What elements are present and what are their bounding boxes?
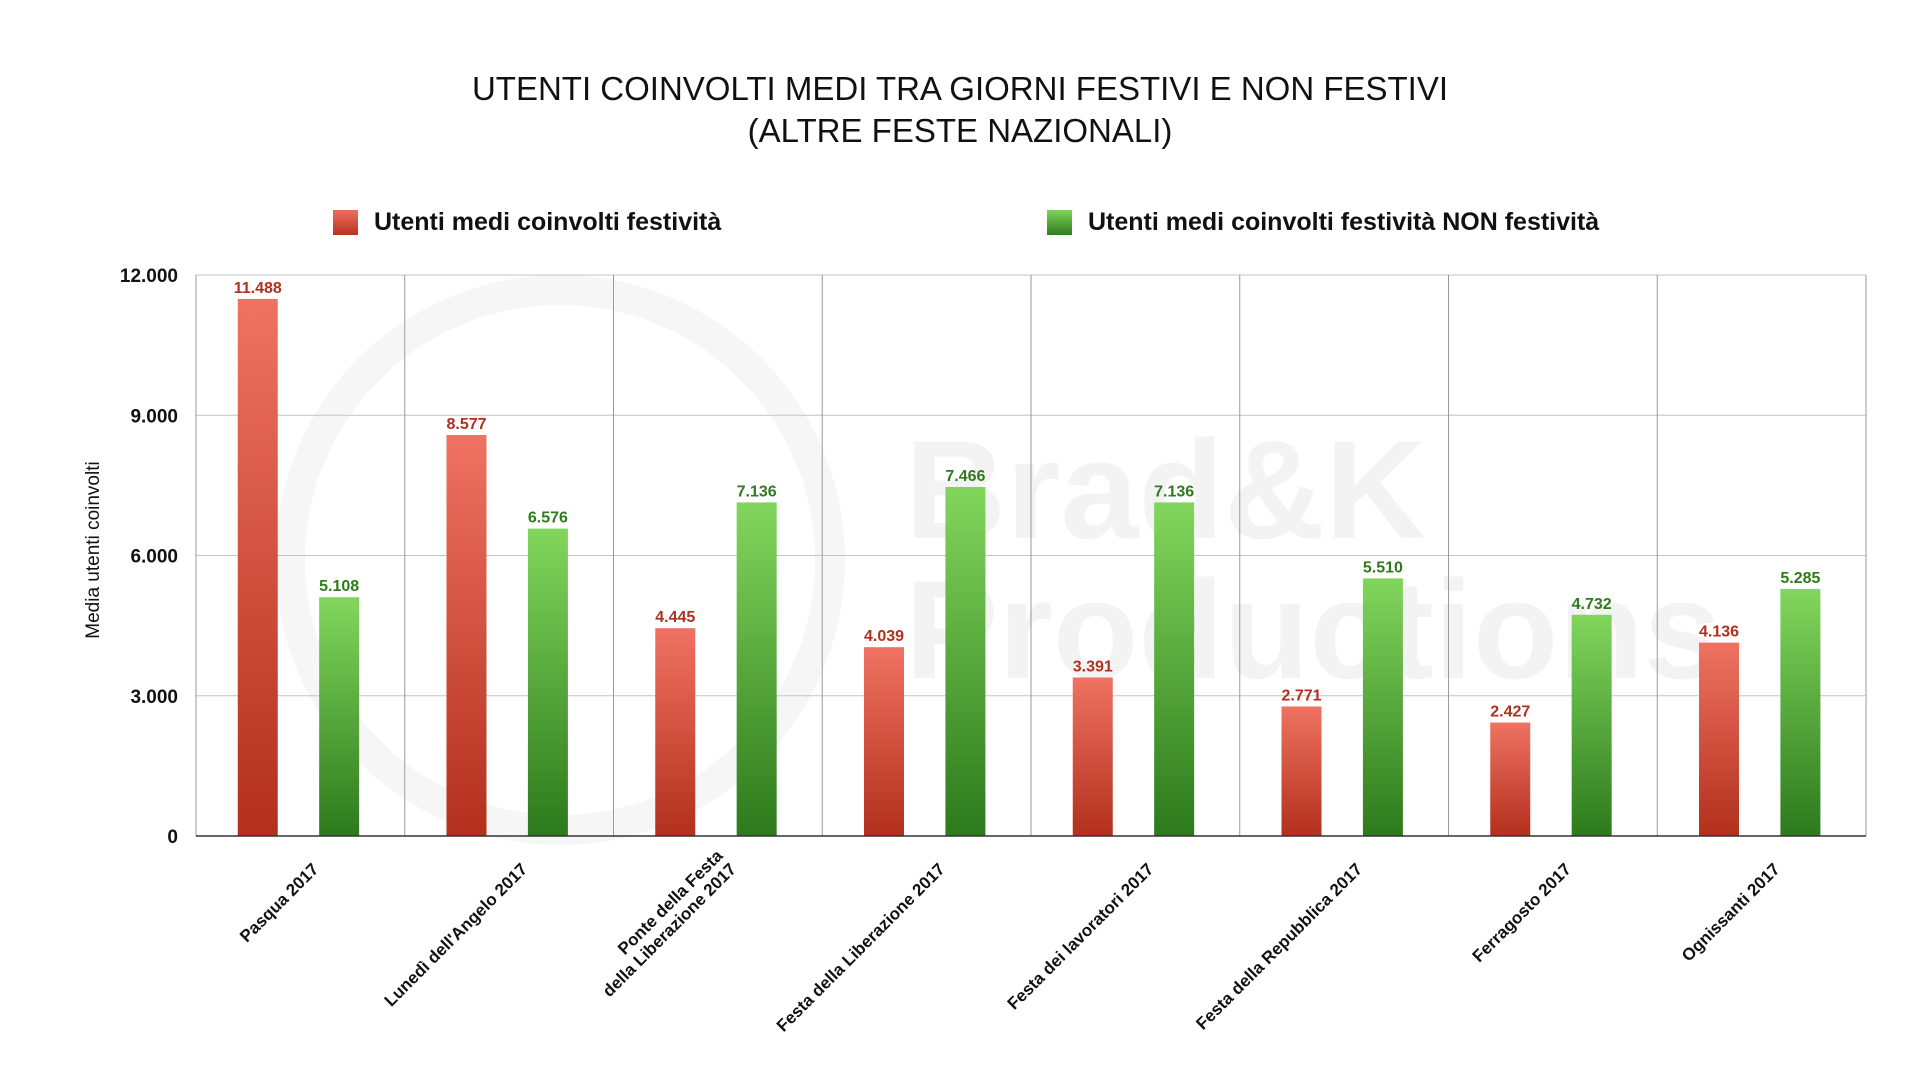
x-tick-label-line: della Liberazione 2017 <box>599 860 740 1001</box>
x-tick-label: Pasqua 2017 <box>236 860 322 946</box>
y-axis-label: Media utenti coinvolti <box>83 461 104 639</box>
bar-festivita <box>1699 642 1739 836</box>
y-tick-label: 12.000 <box>120 266 178 287</box>
bar-non-festivita <box>1362 578 1403 836</box>
chart-title-line-1: UTENTI COINVOLTI MEDI TRA GIORNI FESTIVI… <box>471 70 1449 107</box>
y-tick-label: 3.000 <box>130 687 178 708</box>
chart-title: UTENTI COINVOLTI MEDI TRA GIORNI FESTIVI… <box>0 68 1920 152</box>
x-tick-label-line: Ognissanti 2017 <box>1678 860 1784 966</box>
data-label-festivita: 4.136 <box>1699 624 1739 641</box>
data-label-non-festivita: 7.136 <box>737 483 777 500</box>
y-tick-label: 9.000 <box>130 406 178 427</box>
legend-swatch-red <box>333 209 358 235</box>
y-tick-label: 0 <box>167 827 178 848</box>
x-tick-label-line: Festa della Liberazione 2017 <box>773 860 949 1036</box>
bar-festivita <box>655 628 696 836</box>
x-tick-label: Festa della Liberazione 2017 <box>773 860 949 1036</box>
x-tick-label: Festa della Repubblica 2017 <box>1192 860 1366 1034</box>
legend-swatch-green <box>1047 209 1072 235</box>
data-label-non-festivita: 4.732 <box>1572 596 1612 613</box>
x-tick-label-line: Lunedì dell'Angelo 2017 <box>381 860 532 1011</box>
data-label-festivita: 4.039 <box>864 628 904 645</box>
x-tick-label: Ferragosto 2017 <box>1469 860 1575 966</box>
x-tick-label: Festa dei lavoratori 2017 <box>1004 860 1158 1014</box>
data-label-festivita: 8.577 <box>446 416 486 433</box>
x-tick-label-line: Festa della Repubblica 2017 <box>1192 860 1366 1034</box>
data-label-non-festivita: 6.576 <box>528 510 568 527</box>
data-label-non-festivita: 7.136 <box>1154 483 1194 500</box>
data-label-festivita: 4.445 <box>655 609 695 626</box>
data-label-non-festivita: 5.108 <box>319 578 359 595</box>
data-label-festivita: 3.391 <box>1073 658 1113 675</box>
data-label-festivita: 11.488 <box>234 280 282 297</box>
data-labels: 11.488 5.108 8.577 6.576 4.445 7.136 4.039 7.46… <box>234 280 1821 721</box>
x-tick-label-line: Festa dei lavoratori 2017 <box>1004 860 1158 1014</box>
bar-non-festivita <box>1154 502 1195 836</box>
legend-label-festivita: Utenti medi coinvolti festività <box>374 207 722 236</box>
bar-festivita <box>864 647 904 836</box>
data-label-festivita: 2.427 <box>1490 704 1530 721</box>
data-label-non-festivita: 7.466 <box>945 468 985 485</box>
bar-non-festivita <box>736 502 777 836</box>
bar-festivita <box>1072 677 1113 836</box>
data-label-non-festivita: 5.510 <box>1363 559 1403 576</box>
bar-festivita <box>237 298 278 836</box>
bar-non-festivita <box>945 486 986 836</box>
x-tick-label-line: Ferragosto 2017 <box>1469 860 1575 966</box>
bars <box>237 298 1821 836</box>
data-label-non-festivita: 5.285 <box>1780 570 1820 587</box>
bar-non-festivita <box>1780 588 1821 836</box>
legend-item-festivita: Utenti medi coinvolti festività <box>333 205 721 239</box>
chart-title-line-2: (ALTRE FESTE NAZIONALI) <box>747 112 1173 149</box>
bar-festivita <box>446 435 487 836</box>
x-tick-label-line: Pasqua 2017 <box>236 860 322 946</box>
bar-non-festivita <box>527 528 568 836</box>
legend-item-non-festivita: Utenti medi coinvolti festività NON fest… <box>1047 205 1599 239</box>
bar-festivita <box>1281 706 1322 836</box>
x-tick-label: Ognissanti 2017 <box>1678 860 1784 966</box>
bar-festivita <box>1490 722 1531 836</box>
legend-label-non-festivita: Utenti medi coinvolti festività NON fest… <box>1088 207 1600 236</box>
x-tick-label: Lunedì dell'Angelo 2017 <box>381 860 532 1011</box>
y-tick-label: 6.000 <box>130 547 178 568</box>
data-label-festivita: 2.771 <box>1281 687 1321 704</box>
bar-non-festivita <box>1571 614 1612 836</box>
bar-non-festivita <box>319 597 360 836</box>
